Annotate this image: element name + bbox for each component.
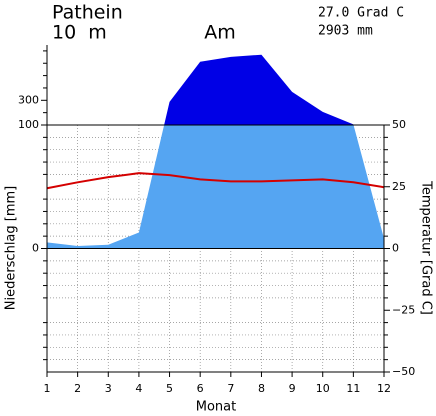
climate-class: Am <box>204 22 236 44</box>
y-tick-label: 300 <box>18 93 39 106</box>
y-axis-label: Niederschlag [mm] <box>4 186 19 311</box>
precipitation-area <box>47 125 384 248</box>
y2-tick-label: 25 <box>392 180 406 193</box>
y2-tick-label: 0 <box>392 242 399 255</box>
x-tick-label: 6 <box>197 382 204 395</box>
y-tick-label: 0 <box>32 242 39 255</box>
station-name: Pathein <box>52 2 123 24</box>
x-tick-label: 8 <box>258 382 265 395</box>
x-tick-label: 2 <box>74 382 81 395</box>
y-tick-label: 100 <box>18 118 39 131</box>
x-tick-label: 12 <box>377 382 391 395</box>
x-tick-label: 4 <box>135 382 142 395</box>
y2-tick-label: 50 <box>392 118 406 131</box>
y2-axis-label: Temperatur [Grad C] <box>419 180 434 315</box>
x-tick-label: 10 <box>316 382 330 395</box>
x-axis-label: Monat <box>196 400 236 415</box>
y2-tick-label: −50 <box>392 365 415 378</box>
humid-area <box>164 54 354 125</box>
total-precipitation: 2903 mm <box>318 24 373 39</box>
temperature-line <box>46 172 385 190</box>
x-tick-label: 1 <box>44 382 51 395</box>
x-tick-label: 5 <box>166 382 173 395</box>
x-tick-label: 9 <box>289 382 296 395</box>
mean-temperature: 27.0 Grad C <box>318 6 404 21</box>
x-tick-label: 7 <box>227 382 234 395</box>
y2-tick-label: −25 <box>392 303 415 316</box>
elevation: 10 m <box>52 22 107 44</box>
x-tick-label: 3 <box>105 382 112 395</box>
x-tick-label: 11 <box>346 382 360 395</box>
